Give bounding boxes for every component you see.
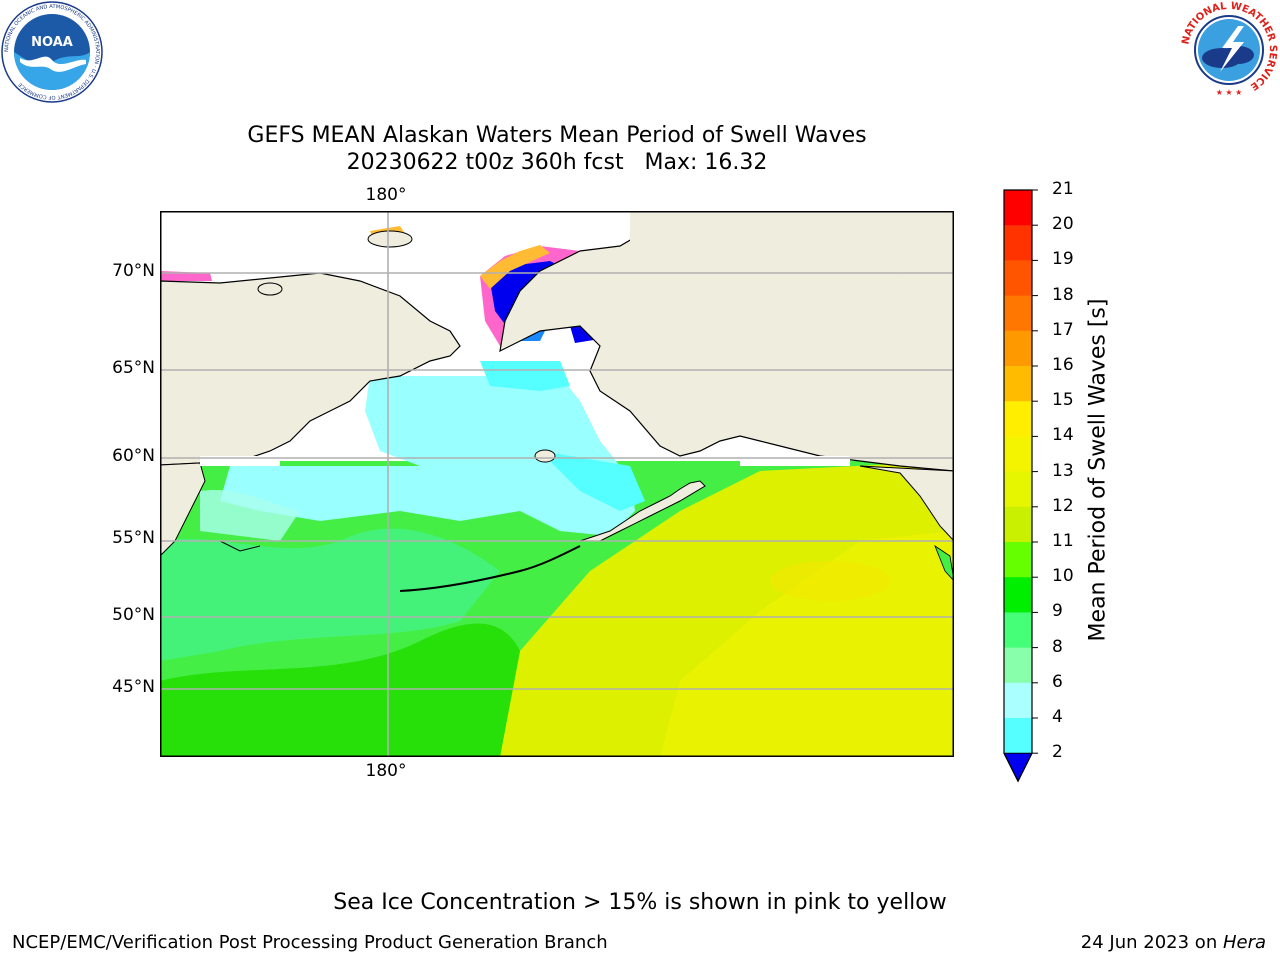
lat-label-70n: 70°N [112,261,155,281]
colorbar-segment [1004,330,1032,367]
lat-label-65n: 65°N [112,358,155,378]
footer-credit: NCEP/EMC/Verification Post Processing Pr… [12,932,608,953]
lon-label-bottom: 180° [365,761,407,781]
colorbar-segment [1004,401,1032,437]
colorbar-tick-label: 6 [1052,671,1063,692]
colorbar-tick-label: 21 [1052,179,1074,199]
lat-label-60n: 60°N [112,446,155,466]
colorbar-tick-label: 14 [1052,425,1074,446]
colorbar-tick-label: 16 [1052,355,1074,375]
colorbar-tick-label: 10 [1052,566,1074,587]
colorbar-tick-label: 8 [1052,636,1063,657]
colorbar-segment [1004,577,1032,613]
colorbar-tick-label: 15 [1052,390,1074,411]
colorbar-segment [1004,682,1032,719]
colorbar-tick-label: 20 [1052,214,1074,235]
colorbar-segment [1004,366,1032,402]
colorbar-tick-label: 4 [1052,707,1063,727]
graticule [160,211,954,757]
colorbar-tick-label: 19 [1052,249,1074,270]
colorbar-tick-label: 11 [1052,531,1074,551]
nws-logo: NATIONAL WEATHER SERVICE ★ ★ ★ [1178,0,1280,100]
footer-host: Hera [1222,932,1266,953]
colorbar-segment [1004,612,1032,649]
svg-text:★ ★ ★: ★ ★ ★ [1216,88,1243,97]
colorbar-segment [1004,260,1032,297]
footer-date-text: 24 Jun 2023 on [1080,932,1223,953]
swell-period-map [160,211,954,757]
lat-label-55n: 55°N [112,528,155,548]
colorbar-segment [1004,647,1032,684]
colorbar-tick-label: 17 [1052,319,1074,340]
map-panel [160,211,954,757]
colorbar-segment [1004,225,1032,261]
colorbar-segment [1004,542,1032,578]
lat-label-45n: 45°N [112,677,155,697]
colorbar-graphic [1003,189,1038,783]
colorbar-tick-label: 2 [1052,742,1063,763]
land-alaska [499,211,954,472]
colorbar-segment [1004,436,1032,473]
plot-title-line1: GEFS MEAN Alaskan Waters Mean Period of … [247,123,867,148]
sea-ice-caption: Sea Ice Concentration > 15% is shown in … [333,890,947,915]
colorbar-segment [1004,190,1032,226]
noaa-logo-text: NOAA [31,35,73,50]
colorbar-segment [1004,718,1032,754]
noaa-logo: NOAA NATIONAL OCEANIC AND ATMOSPHERIC AD… [0,0,104,104]
lat-label-50n: 50°N [112,605,155,625]
plot-title-line2: 20230622 t00z 360h fcst Max: 16.32 [346,150,768,175]
lon-label-top: 180° [365,185,407,205]
colorbar-segment [1004,471,1032,508]
colorbar-segment [1004,295,1032,332]
colorbar-tick-label: 9 [1052,601,1063,622]
colorbar-tick-label: 13 [1052,460,1074,481]
colorbar [1000,186,1040,786]
colorbar-tick-label: 12 [1052,495,1074,516]
colorbar-title: Mean Period of Swell Waves [s] [1085,298,1111,642]
footer-date: 24 Jun 2023 on Hera [1081,932,1266,953]
colorbar-tick-label: 18 [1052,284,1074,305]
colorbar-segment [1004,506,1032,543]
colorbar-extend-arrow [1003,752,1033,783]
